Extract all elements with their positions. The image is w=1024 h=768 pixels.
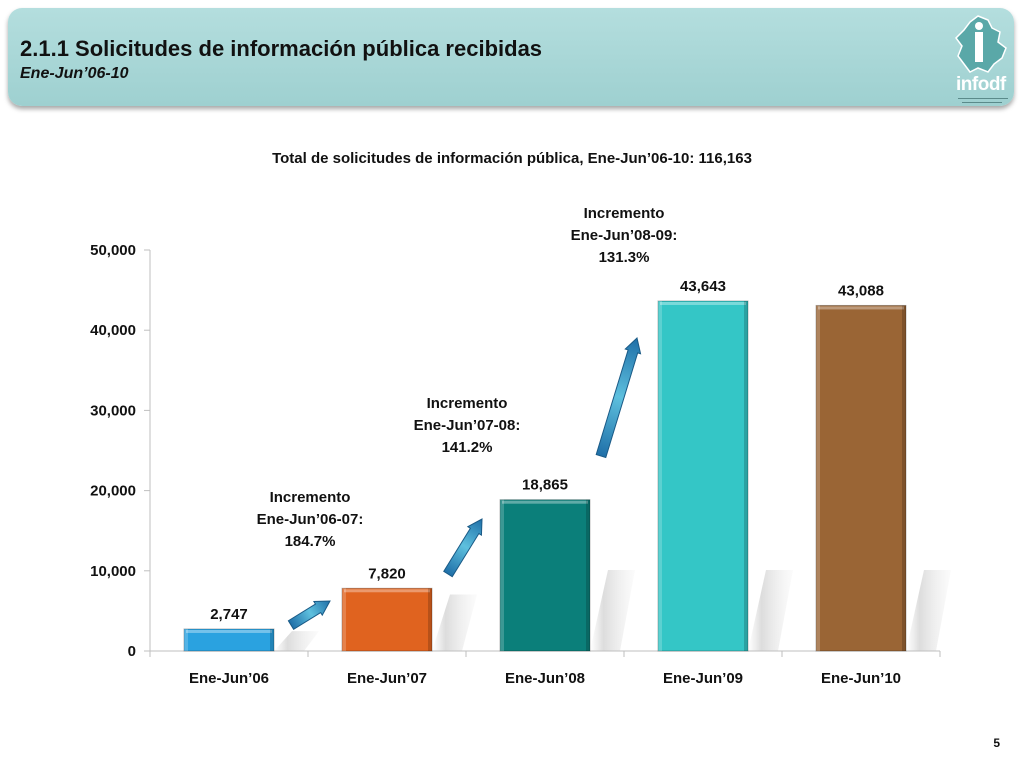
bar-shadow <box>432 594 477 651</box>
annotation-value: 141.2% <box>441 439 493 456</box>
map-logo-icon <box>955 15 1007 73</box>
bar-highlight <box>186 629 272 633</box>
bar <box>341 587 433 652</box>
data-label: 7,820 <box>368 565 406 582</box>
header-banner: 2.1.1 Solicitudes de información pública… <box>8 8 1014 106</box>
logo-text: infodf <box>956 74 1006 95</box>
y-tick-label: 50,000 <box>90 242 136 259</box>
bar-highlight <box>660 301 746 305</box>
arrow-shape <box>287 600 331 630</box>
y-tick-label: 40,000 <box>90 322 136 339</box>
bar-highlight <box>818 306 904 310</box>
logo-caption-line <box>962 102 1002 103</box>
increment-annotation-06-07: Incremento Ene-Jun’06-07: 184.7% <box>242 487 378 553</box>
bar-shadow <box>274 631 319 651</box>
page-title: 2.1.1 Solicitudes de información pública… <box>20 36 543 61</box>
infodf-logo: infodf <box>948 14 1014 106</box>
annotation-line: Ene-Jun’07-08: <box>413 417 521 434</box>
bar-highlight <box>184 628 188 651</box>
annotation-line: Incremento <box>426 395 508 412</box>
increment-annotation-07-08: Incremento Ene-Jun’07-08: 141.2% <box>399 393 535 459</box>
growth-arrow <box>595 337 642 459</box>
bar-highlight <box>344 589 430 593</box>
bar-highlight <box>502 500 588 504</box>
bar <box>183 628 275 652</box>
bar-shadow <box>748 570 793 651</box>
arrow-shape <box>595 337 642 459</box>
data-label: 43,643 <box>680 278 726 295</box>
bar-edge <box>902 305 906 651</box>
annotation-line: Incremento <box>269 489 351 506</box>
annotation-line: Incremento <box>583 205 665 222</box>
bar <box>657 300 749 652</box>
bar <box>815 304 907 652</box>
x-tick-label: Ene-Jun’06 <box>189 670 269 687</box>
data-label: 18,865 <box>522 477 568 494</box>
x-tick-label: Ene-Jun’10 <box>821 670 901 687</box>
bar-shadow <box>906 570 951 651</box>
annotation-value: 184.7% <box>284 533 336 550</box>
data-label: 43,088 <box>838 282 884 299</box>
x-tick-label: Ene-Jun’09 <box>663 670 743 687</box>
annotation-value: 131.3% <box>598 249 650 266</box>
bar-highlight <box>658 300 662 651</box>
y-tick-label: 20,000 <box>90 483 136 500</box>
bar <box>499 499 591 652</box>
y-tick-label: 10,000 <box>90 563 136 580</box>
increment-annotation-08-09: Incremento Ene-Jun’08-09: 131.3% <box>556 203 692 269</box>
annotation-line: Ene-Jun’06-07: <box>256 511 364 528</box>
page-subtitle: Ene-Jun’06-10 <box>20 65 129 82</box>
bar-highlight <box>500 499 504 651</box>
logo-caption-line <box>958 98 1008 99</box>
bar-edge <box>270 628 274 651</box>
bar-edge <box>428 588 432 651</box>
x-tick-label: Ene-Jun’08 <box>505 670 585 687</box>
bar-highlight <box>816 305 820 651</box>
bar-edge <box>586 499 590 651</box>
chart-title: Total de solicitudes de información públ… <box>272 150 752 167</box>
y-tick-label: 0 <box>128 643 136 660</box>
page-number: 5 <box>993 736 1000 750</box>
data-label: 2,747 <box>210 606 248 623</box>
bar-edge <box>744 300 748 651</box>
growth-arrow <box>443 518 483 578</box>
y-tick-label: 30,000 <box>90 402 136 419</box>
growth-arrow <box>287 600 331 630</box>
annotation-line: Ene-Jun’08-09: <box>570 227 678 244</box>
x-tick-label: Ene-Jun’07 <box>347 670 427 687</box>
arrow-shape <box>443 518 483 578</box>
bar-highlight <box>342 588 346 651</box>
bar-shadow <box>590 570 635 651</box>
